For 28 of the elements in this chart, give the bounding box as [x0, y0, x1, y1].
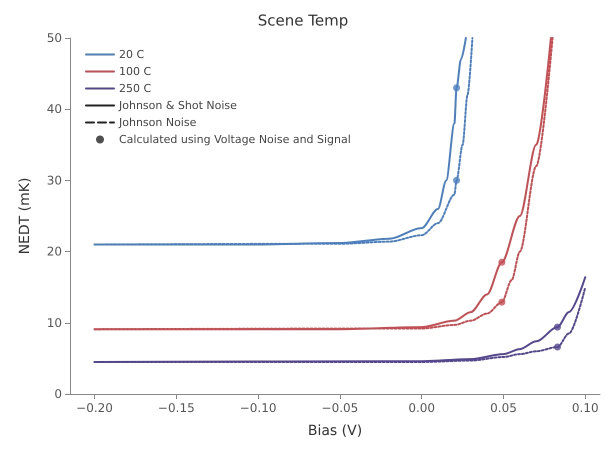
point	[554, 344, 561, 351]
x-tick-label: 0.05	[490, 401, 517, 415]
x-axis-title: Bias (V)	[308, 423, 362, 439]
y-tick-label: 50	[46, 31, 62, 45]
y-tick-label: 30	[46, 173, 62, 188]
x-tick-label: 0.00	[408, 401, 436, 415]
y-tick-label: 10	[46, 316, 62, 330]
x-tick-label: 0.10	[572, 401, 599, 415]
y-tick-label: 40	[46, 102, 62, 116]
point	[453, 84, 460, 92]
y-axis-title: NEDT (mK)	[17, 178, 33, 254]
x-tick-label: −0.10	[240, 401, 277, 415]
x-tick-label: −0.20	[76, 401, 113, 415]
legend-label: Calculated using Voltage Noise and Signal	[119, 133, 351, 146]
point	[498, 258, 506, 266]
point	[453, 176, 460, 184]
y-tick-label: 0	[54, 387, 62, 401]
legend-label: Johnson & Shot Noise	[118, 99, 238, 112]
legend-label: Johnson Noise	[118, 116, 197, 129]
chart-title: Scene Temp	[258, 12, 348, 30]
y-tick-label: 20	[46, 244, 62, 259]
legend-label: 100 C	[119, 65, 152, 78]
legend-label: 250 C	[119, 82, 152, 95]
x-tick-label: −0.05	[322, 401, 358, 415]
legend-label: 20 C	[119, 48, 144, 61]
point	[498, 298, 506, 306]
point	[554, 324, 561, 331]
x-tick-label: −0.15	[158, 401, 195, 415]
